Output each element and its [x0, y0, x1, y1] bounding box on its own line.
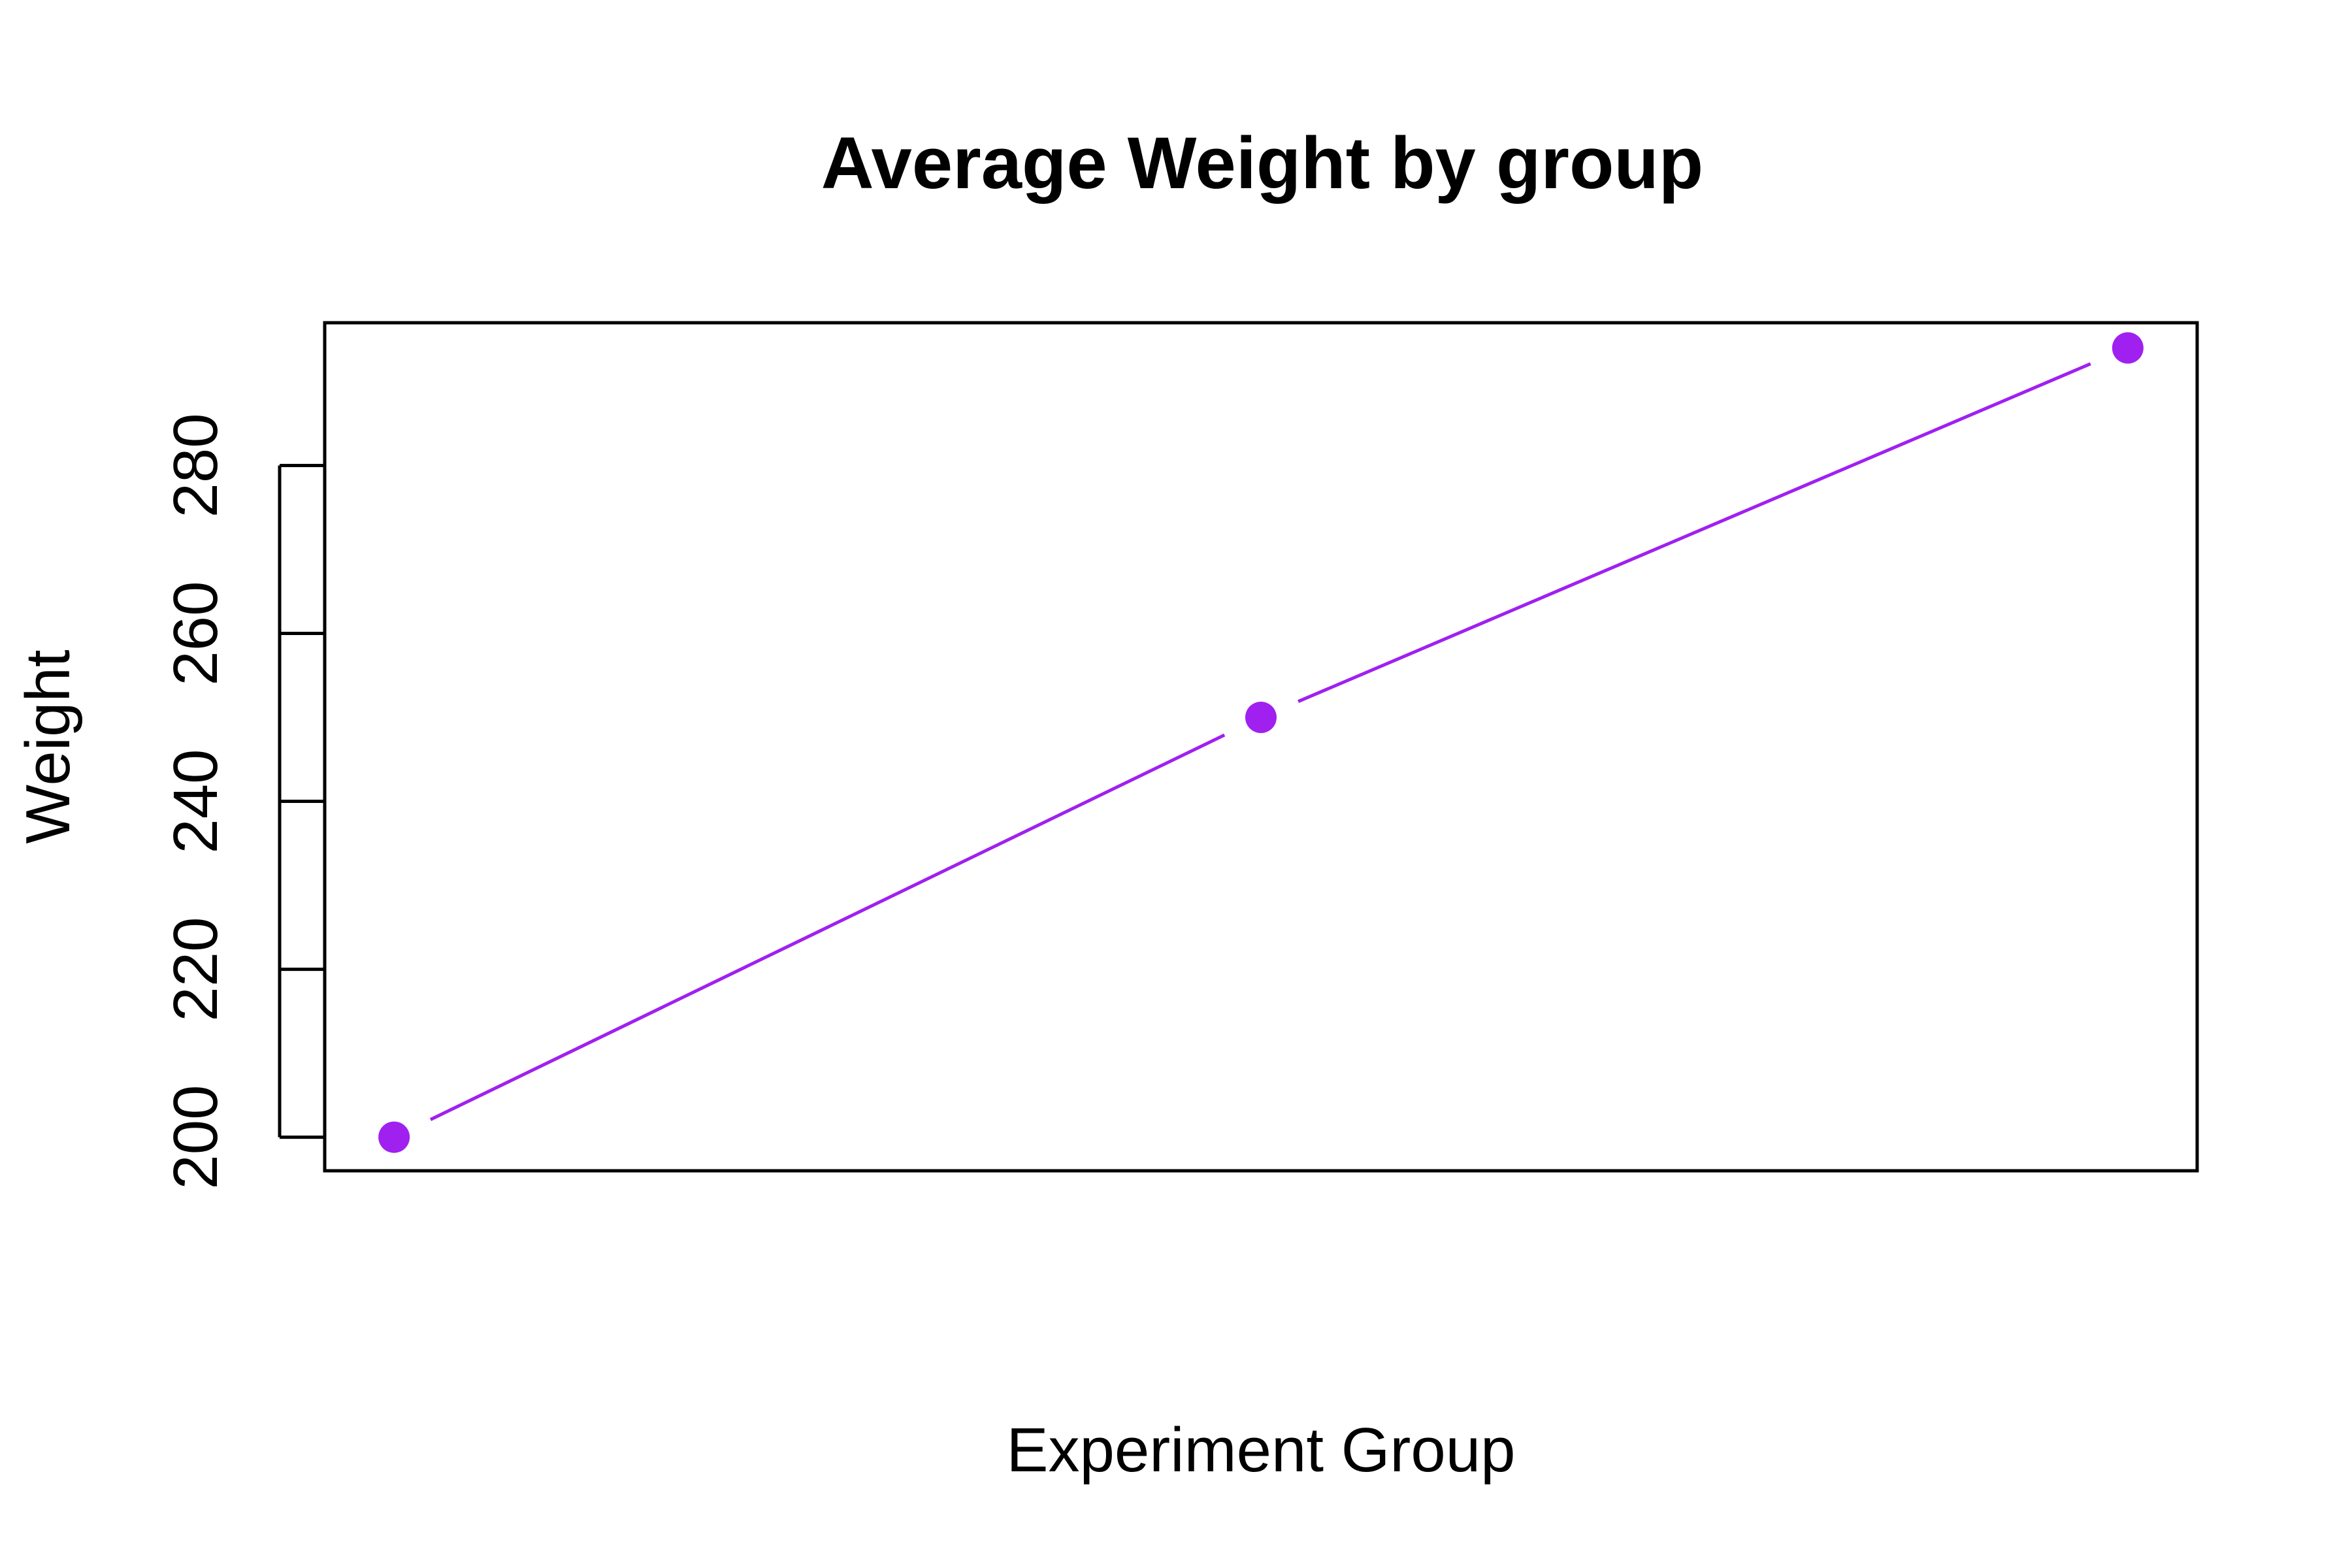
chart-title: Average Weight by group — [821, 122, 1703, 204]
x-axis-label: Experiment Group — [1006, 1415, 1515, 1485]
series-line-segment — [1298, 362, 2091, 704]
plot-frame — [323, 321, 2199, 1173]
series-layer — [378, 332, 2144, 1153]
series-line-segment — [429, 733, 1226, 1121]
y-tick-label: 200 — [161, 1085, 231, 1190]
y-tick-label: 240 — [161, 749, 231, 853]
data-point — [1245, 702, 1277, 734]
y-tick-label: 260 — [161, 581, 231, 685]
y-axis-label: Weight — [13, 649, 83, 843]
y-tick-label: 220 — [161, 917, 231, 1021]
data-point — [378, 1121, 410, 1153]
data-point — [2112, 332, 2144, 364]
y-tick-label: 280 — [161, 413, 231, 517]
y-axis: 200 220 240 260 280 — [161, 413, 325, 1190]
